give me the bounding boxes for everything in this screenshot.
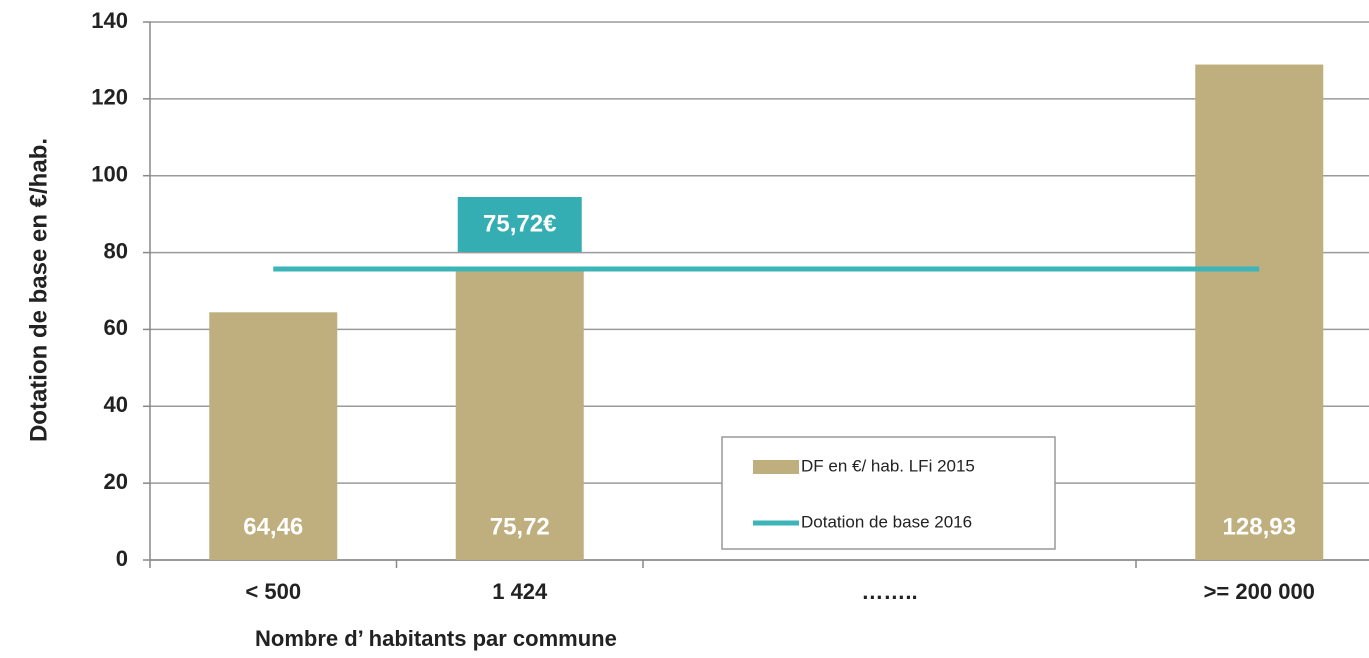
- legend-label: DF en €/ hab. LFi 2015: [801, 456, 975, 475]
- legend-swatch: [753, 460, 799, 474]
- value-label: 75,72: [490, 513, 550, 540]
- annotation-box: [457, 197, 582, 252]
- bar: [209, 312, 338, 560]
- y-tick-label: 40: [104, 392, 128, 417]
- y-tick-label: 60: [104, 315, 128, 340]
- value-label: 128,93: [1223, 513, 1296, 540]
- legend-box: [721, 436, 1056, 550]
- y-tick-label: 100: [91, 162, 128, 187]
- annotation: 75,72€: [483, 210, 556, 237]
- y-tick-label: 20: [104, 469, 128, 494]
- bar: [455, 269, 584, 560]
- x-tick-label: ……..: [861, 579, 917, 604]
- y-tick-label: 0: [116, 546, 128, 571]
- y-tick-label: 120: [91, 85, 128, 110]
- y-axis-label: Dotation de base en €/hab.: [25, 138, 52, 442]
- x-tick-label: 1 424: [492, 579, 548, 604]
- x-tick-label: < 500: [245, 579, 301, 604]
- bar: [1195, 64, 1324, 560]
- y-tick-label: 80: [104, 238, 128, 263]
- value-label: 64,46: [243, 513, 303, 540]
- x-axis-label: Nombre d’ habitants par commune: [255, 626, 617, 651]
- x-tick-label: >= 200 000: [1204, 579, 1315, 604]
- legend-label: Dotation de base 2016: [801, 512, 972, 531]
- y-tick-label: 140: [91, 8, 128, 33]
